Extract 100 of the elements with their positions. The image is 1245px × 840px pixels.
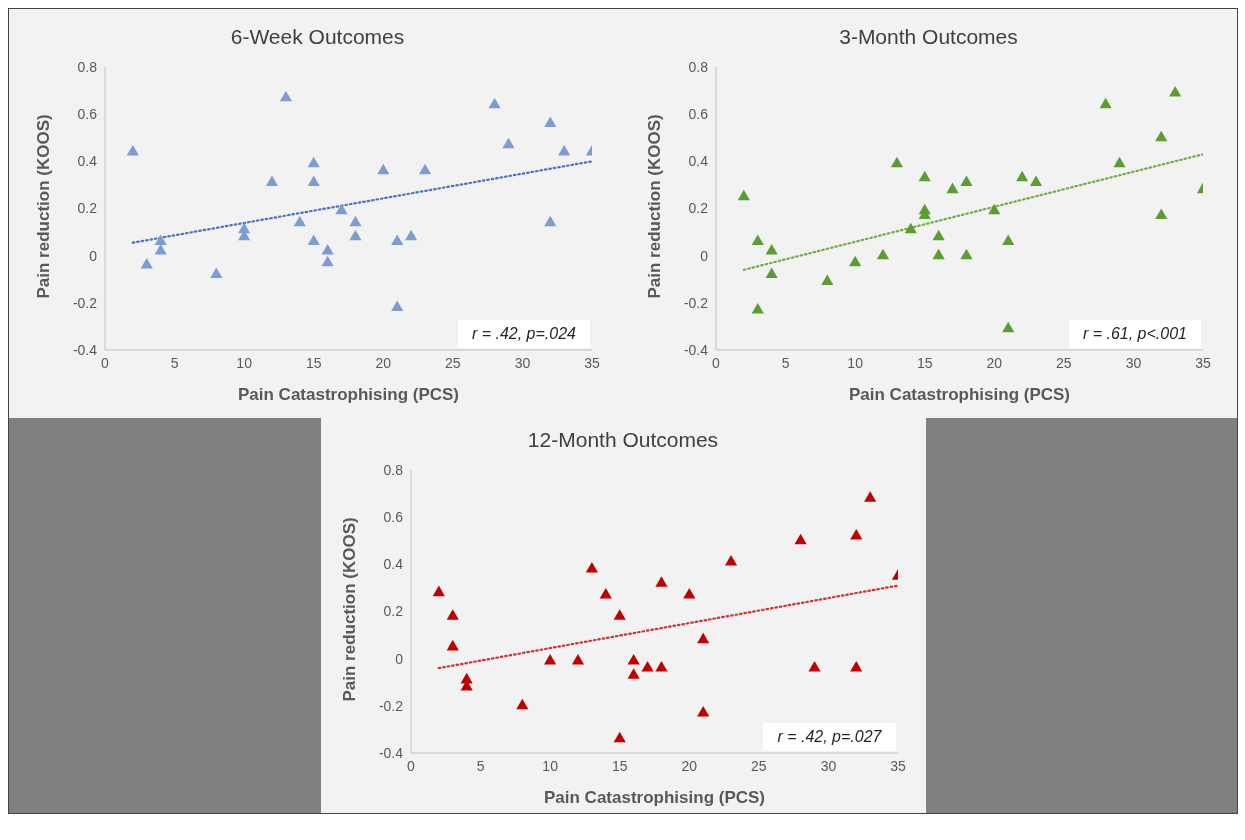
point: [585, 562, 598, 573]
point: [876, 248, 890, 260]
point: [321, 243, 334, 255]
y-tick-label: 0.4: [383, 556, 403, 573]
point: [1155, 208, 1168, 220]
point: [654, 661, 668, 672]
point: [321, 255, 334, 267]
y-tick-label: 0.2: [77, 200, 98, 217]
point: [946, 182, 959, 194]
point: [849, 529, 862, 540]
point: [405, 229, 418, 241]
point: [1113, 156, 1126, 168]
point: [751, 302, 764, 314]
point: [696, 632, 709, 644]
y-tick-label: 0.8: [77, 58, 98, 75]
point: [293, 215, 306, 227]
point: [543, 654, 556, 665]
point: [349, 229, 362, 241]
point: [890, 156, 903, 168]
point: [765, 243, 778, 255]
point: [737, 189, 750, 201]
point: [446, 639, 459, 651]
point: [1099, 97, 1112, 109]
point: [1169, 85, 1182, 97]
x-tick-label: 25: [445, 354, 461, 371]
point: [765, 267, 778, 279]
y-tick-label: -0.4: [72, 341, 98, 358]
point: [627, 654, 640, 665]
y-axis-title: Pain reduction (KOOS): [339, 517, 359, 702]
point: [960, 175, 973, 187]
x-axis-title: Pain Catastrophising (PCS): [543, 788, 765, 807]
y-tick-label: 0.4: [688, 153, 709, 170]
point: [502, 137, 515, 149]
point: [391, 234, 404, 246]
x-tick-label: 20: [681, 757, 697, 774]
x-tick-label: 20: [986, 354, 1003, 371]
chart-title: 6-Week Outcomes: [229, 24, 406, 50]
x-tick-label: 10: [236, 354, 253, 371]
y-tick-label: 0.6: [383, 509, 403, 526]
point: [544, 215, 557, 227]
point: [307, 156, 320, 168]
y-tick-label: 0.6: [77, 106, 98, 123]
x-tick-label: 15: [305, 354, 322, 371]
x-tick-label: 35: [584, 354, 600, 371]
point: [279, 90, 292, 102]
point: [932, 248, 945, 260]
point: [571, 654, 584, 665]
point: [613, 609, 626, 620]
y-tick-label: 0.2: [688, 200, 709, 217]
point: [918, 170, 931, 182]
annotation: r = .42, p=.024: [457, 320, 590, 348]
point: [432, 585, 445, 597]
x-tick-label: 5: [781, 354, 790, 371]
point: [1029, 175, 1043, 187]
point: [682, 587, 695, 599]
y-tick-label: 0.8: [688, 58, 709, 75]
point: [154, 234, 167, 246]
point: [307, 234, 320, 246]
point: [863, 491, 876, 502]
point: [377, 163, 390, 175]
y-tick-label: -0.2: [72, 294, 98, 311]
point: [1002, 234, 1015, 246]
point: [599, 587, 612, 599]
point: [613, 731, 626, 743]
x-tick-label: 15: [916, 354, 933, 371]
point: [932, 229, 945, 241]
point: [654, 576, 668, 587]
x-tick-label: 25: [1056, 354, 1072, 371]
point: [751, 234, 764, 246]
annotation: r = .61, p<.001: [1068, 320, 1201, 348]
y-tick-label: 0: [89, 247, 98, 264]
point: [807, 661, 821, 672]
y-tick-label: -0.4: [378, 744, 403, 761]
point: [210, 267, 223, 279]
point: [627, 668, 640, 679]
x-axis-title: Pain Catastrophising (PCS): [848, 385, 1071, 404]
x-tick-label: 0: [406, 757, 415, 774]
y-axis-title: Pain reduction (KOOS): [34, 114, 54, 299]
annotation: r = .42, p=.027: [763, 723, 896, 751]
chart-title: 3-Month Outcomes: [838, 24, 1019, 50]
point: [1016, 170, 1029, 182]
x-tick-label: 15: [611, 757, 628, 774]
point: [821, 274, 834, 286]
x-tick-label: 35: [889, 757, 906, 774]
y-tick-label: -0.2: [683, 294, 709, 311]
y-tick-label: 0.8: [383, 461, 403, 478]
point: [544, 116, 557, 128]
point: [391, 300, 404, 312]
point: [794, 533, 807, 545]
point: [307, 175, 320, 187]
point: [126, 144, 139, 156]
y-tick-label: 0.6: [688, 106, 709, 123]
point: [849, 661, 862, 672]
point: [1155, 130, 1168, 142]
point: [1002, 321, 1015, 333]
chart-title: 12-Month Outcomes: [526, 427, 720, 453]
point: [335, 203, 348, 215]
x-tick-label: 10: [541, 757, 558, 774]
y-tick-label: 0.2: [383, 603, 403, 620]
y-tick-label: 0.4: [77, 153, 98, 170]
